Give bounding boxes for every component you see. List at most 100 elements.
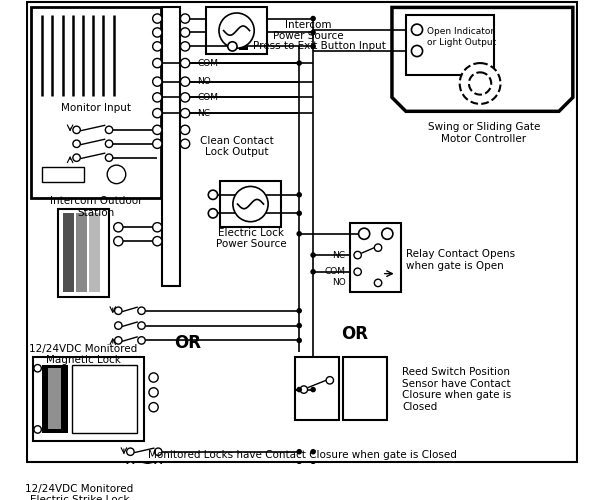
Circle shape <box>153 139 162 148</box>
Circle shape <box>311 387 316 392</box>
Circle shape <box>138 336 145 344</box>
Text: 12/24VDC Monitored
Electric Strike Lock: 12/24VDC Monitored Electric Strike Lock <box>25 484 134 500</box>
Circle shape <box>181 93 190 102</box>
Circle shape <box>296 338 302 343</box>
Circle shape <box>181 42 190 51</box>
Circle shape <box>34 364 41 372</box>
Circle shape <box>154 462 162 469</box>
Text: Monitored Locks have Contact Closure when gate is Closed: Monitored Locks have Contact Closure whe… <box>148 450 457 460</box>
Circle shape <box>149 388 158 397</box>
Bar <box>63 214 74 292</box>
Bar <box>350 222 401 292</box>
Circle shape <box>153 125 162 134</box>
Bar <box>48 368 61 430</box>
Text: COM: COM <box>197 93 218 102</box>
Circle shape <box>181 139 190 148</box>
Circle shape <box>469 72 491 94</box>
Bar <box>76 214 87 292</box>
Circle shape <box>219 13 254 48</box>
Circle shape <box>311 16 316 22</box>
Circle shape <box>153 236 162 246</box>
Circle shape <box>153 93 162 102</box>
Text: Open Indicator
or Light Output: Open Indicator or Light Output <box>427 28 496 47</box>
Circle shape <box>138 322 145 330</box>
Circle shape <box>181 14 190 23</box>
Circle shape <box>105 140 113 147</box>
Circle shape <box>154 448 162 456</box>
Text: Press to Exit Button Input: Press to Exit Button Input <box>253 42 386 51</box>
Circle shape <box>311 252 316 258</box>
Text: Intercom
Power Source: Intercom Power Source <box>273 20 344 42</box>
Circle shape <box>300 386 308 394</box>
Circle shape <box>127 448 134 456</box>
Circle shape <box>114 336 122 344</box>
Bar <box>343 357 387 420</box>
Circle shape <box>153 14 162 23</box>
Text: OR: OR <box>342 325 368 343</box>
Circle shape <box>233 186 268 222</box>
Circle shape <box>181 77 190 86</box>
Polygon shape <box>392 8 573 112</box>
Circle shape <box>311 269 316 274</box>
Circle shape <box>354 252 361 259</box>
Bar <box>89 214 100 292</box>
Circle shape <box>153 108 162 118</box>
Circle shape <box>149 373 158 382</box>
Text: Swing or Sliding Gate
Motor Controller: Swing or Sliding Gate Motor Controller <box>427 122 540 144</box>
Circle shape <box>228 42 237 51</box>
Circle shape <box>114 222 123 232</box>
Circle shape <box>73 140 80 147</box>
Circle shape <box>359 228 370 239</box>
Text: COM: COM <box>197 58 218 68</box>
Circle shape <box>181 58 190 68</box>
Circle shape <box>311 30 316 35</box>
Circle shape <box>374 279 382 286</box>
Circle shape <box>153 42 162 51</box>
Circle shape <box>208 208 218 218</box>
Bar <box>206 8 267 54</box>
Circle shape <box>296 308 302 314</box>
Circle shape <box>411 24 423 35</box>
Circle shape <box>208 190 218 200</box>
Circle shape <box>296 449 302 454</box>
Text: Reed Switch Position
Sensor have Contact
Closure when gate is
Closed: Reed Switch Position Sensor have Contact… <box>402 367 511 412</box>
Circle shape <box>73 154 80 162</box>
Circle shape <box>181 108 190 118</box>
Text: Monitor Input: Monitor Input <box>61 102 131 113</box>
Bar <box>72 364 137 433</box>
Circle shape <box>153 77 162 86</box>
Circle shape <box>105 154 113 162</box>
Circle shape <box>296 323 302 328</box>
Circle shape <box>149 402 158 412</box>
Circle shape <box>296 387 302 392</box>
Circle shape <box>114 307 122 314</box>
Text: NO: NO <box>197 77 211 86</box>
Text: Intercom Outdoor
Station: Intercom Outdoor Station <box>50 196 142 218</box>
Circle shape <box>326 376 334 384</box>
Circle shape <box>153 222 162 232</box>
Bar <box>33 357 144 440</box>
Text: OR: OR <box>175 334 201 352</box>
Circle shape <box>374 244 382 252</box>
Circle shape <box>34 426 41 433</box>
Text: NO: NO <box>332 278 346 287</box>
Text: Clean Contact
Lock Output: Clean Contact Lock Output <box>200 136 274 158</box>
Text: NC: NC <box>197 108 210 118</box>
Circle shape <box>382 228 393 239</box>
Circle shape <box>460 63 501 104</box>
Circle shape <box>296 463 302 468</box>
Circle shape <box>114 236 123 246</box>
Bar <box>294 357 339 420</box>
Circle shape <box>296 60 302 66</box>
Circle shape <box>311 463 316 468</box>
Circle shape <box>154 476 162 484</box>
Circle shape <box>296 192 302 198</box>
Circle shape <box>181 125 190 134</box>
Circle shape <box>296 210 302 216</box>
Circle shape <box>354 268 361 276</box>
Circle shape <box>311 449 316 454</box>
Circle shape <box>127 476 134 484</box>
Text: NC: NC <box>333 250 346 260</box>
Bar <box>58 208 109 297</box>
Circle shape <box>181 28 190 37</box>
